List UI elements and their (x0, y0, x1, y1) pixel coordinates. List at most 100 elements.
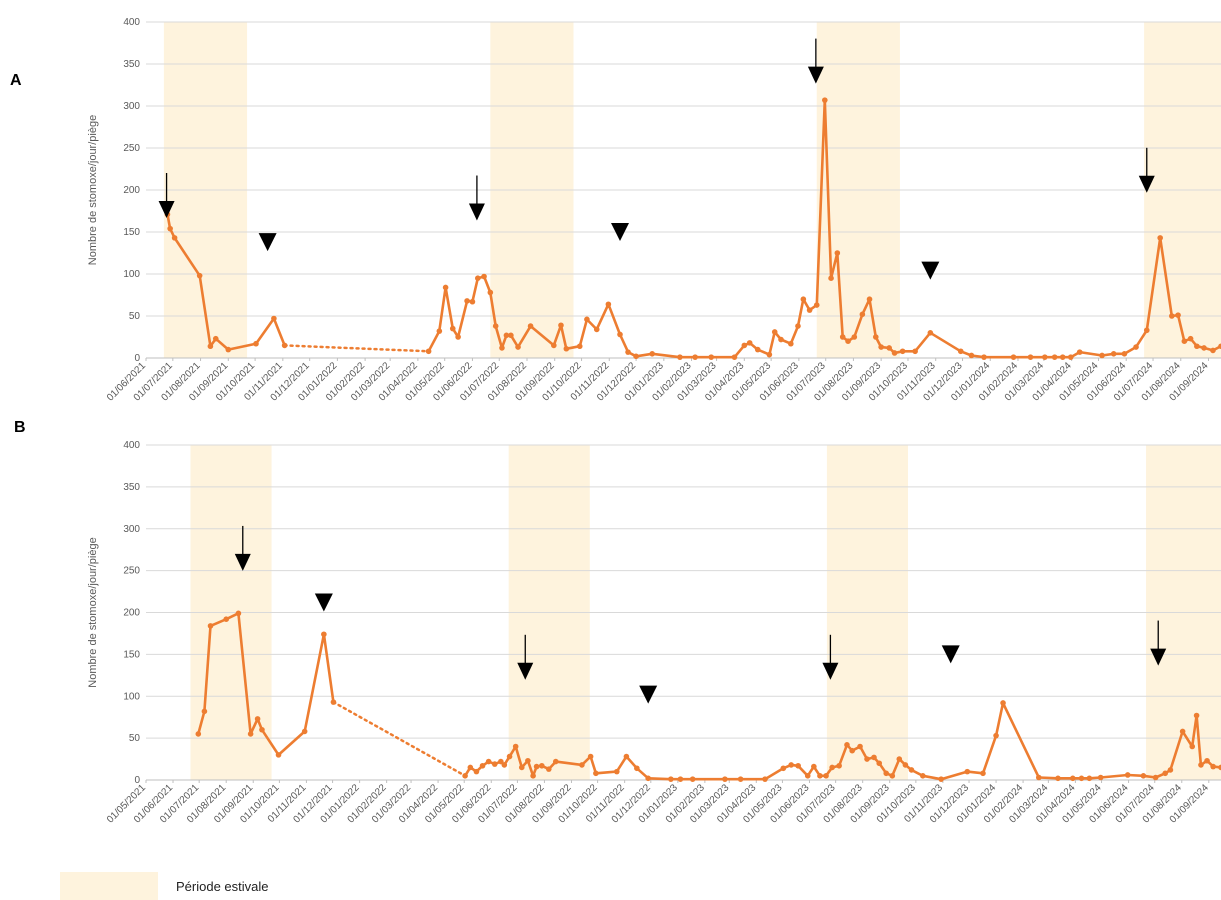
data-point-b-2023-07-29 (857, 743, 863, 750)
series-line-b-2 (332, 700, 467, 778)
data-point-a-2024-03-31 (1067, 354, 1074, 360)
data-point-b-2023-07-14 (844, 742, 850, 748)
data-point-b-2021-09-11 (259, 726, 265, 733)
data-point-a-2022-06-21 (487, 289, 494, 296)
data-point-a-2023-04-01 (741, 342, 748, 349)
data-point-a-2023-08-02 (851, 334, 858, 340)
data-point-a-2024-08-12 (1187, 335, 1194, 342)
data-point-a-2022-08-05 (527, 323, 534, 329)
data-point-b-2024-03-12 (1055, 775, 1061, 782)
y-axis-label-b: Nombre de stomoxe/jour/piège (87, 537, 99, 687)
data-point-b-2023-09-19 (902, 762, 909, 768)
y-tick-label-b-250: 250 (123, 566, 140, 577)
data-point-a-2023-12-11 (968, 352, 975, 359)
data-point-b-2024-01-09 (1000, 700, 1006, 706)
data-point-b-2024-09-15 (1218, 764, 1221, 771)
y-tick-label-a-200: 200 (123, 185, 140, 196)
panel-label-b: B (14, 419, 26, 436)
data-point-a-2021-08-12 (207, 343, 214, 350)
data-point-b-2022-11-28 (645, 775, 651, 782)
data-point-b-2021-10-30 (301, 728, 308, 735)
arrow-head-b-1 (234, 553, 251, 571)
data-point-b-2024-04-08 (1078, 775, 1085, 782)
data-point-b-2024-07-02 (1152, 774, 1159, 781)
data-point-b-2023-08-20 (876, 760, 883, 767)
data-point-a-2022-04-13 (425, 348, 432, 355)
arrow-head-b-3 (822, 662, 839, 680)
data-point-b-2022-07-23 (533, 763, 540, 770)
y-tick-label-b-0: 0 (134, 775, 140, 786)
data-point-a-2023-10-09 (912, 348, 918, 355)
data-point-a-2023-09-25 (899, 348, 906, 355)
data-point-b-2023-05-11 (788, 762, 794, 768)
triangle-marker-b-3 (941, 645, 960, 664)
data-point-a-2023-11-29 (957, 348, 964, 355)
data-point-b-2023-08-28 (883, 770, 890, 777)
data-point-b-2021-08-01 (223, 616, 230, 622)
data-point-b-2023-09-04 (889, 773, 896, 779)
data-point-b-2022-05-29 (485, 758, 492, 765)
data-point-b-2022-11-03 (623, 753, 630, 760)
data-point-b-2022-10-23 (614, 768, 620, 775)
data-point-a-2023-06-13 (806, 307, 813, 313)
data-point-b-2023-08-06 (864, 756, 870, 762)
data-point-b-2022-06-12 (498, 758, 504, 765)
data-point-a-2024-03-02 (1042, 354, 1048, 360)
data-point-b-2023-12-17 (980, 770, 986, 777)
data-point-b-2023-09-26 (908, 767, 915, 773)
data-point-b-2023-07-05 (836, 762, 842, 769)
data-point-b-2022-09-13 (579, 762, 585, 768)
data-point-a-2024-03-22 (1059, 354, 1066, 360)
data-point-b-2023-10-30 (938, 776, 944, 782)
data-point-b-2022-05-22 (479, 762, 486, 769)
data-point-b-2023-06-20 (823, 773, 829, 779)
data-point-a-2021-07-31 (196, 272, 203, 279)
data-point-a-2023-04-07 (746, 340, 753, 346)
data-point-a-2022-12-01 (633, 353, 639, 360)
y-tick-label-a-350: 350 (123, 59, 140, 70)
data-point-b-2023-05-02 (780, 765, 787, 772)
data-point-b-2023-01-18 (689, 776, 696, 782)
y-axis-label-a: Nombre de stomoxe/jour/piège (87, 115, 99, 265)
data-point-b-2024-08-30 (1204, 757, 1210, 764)
data-point-b-2023-11-29 (964, 768, 971, 775)
arrow-head-b-4 (1150, 648, 1167, 666)
data-point-b-2021-07-07 (201, 708, 208, 715)
data-point-a-2023-08-11 (859, 311, 866, 318)
data-point-a-2024-01-27 (1010, 354, 1017, 360)
data-point-a-2023-07-07 (828, 275, 834, 282)
data-point-b-2023-09-12 (896, 756, 903, 762)
data-point-a-2023-04-29 (766, 351, 773, 358)
figure: 0 50 100 150 200 250 300 350 400 Nombre de stomox… (10, 17, 1221, 826)
data-point-a-2023-02-23 (708, 354, 715, 360)
data-point-a-2021-08-18 (212, 335, 219, 342)
data-point-a-2024-09-15 (1218, 343, 1221, 350)
data-point-a-2022-04-25 (436, 328, 443, 334)
data-point-a-2023-06-21 (813, 302, 820, 308)
data-point-a-2023-08-26 (872, 334, 879, 340)
data-point-a-2022-11-13 (617, 331, 623, 338)
data-point-a-2022-07-09 (503, 332, 510, 339)
triangle-marker-a-2 (611, 223, 630, 241)
data-point-a-2024-05-18 (1110, 351, 1117, 357)
data-point-a-2023-03-21 (731, 354, 738, 360)
data-point-b-2022-11-15 (634, 765, 640, 772)
data-point-b-2024-04-30 (1097, 774, 1104, 781)
data-point-b-2024-08-23 (1198, 762, 1204, 768)
panel-label-a: A (10, 72, 22, 89)
data-point-a-2021-06-28 (167, 225, 173, 232)
data-point-a-2022-10-31 (605, 301, 612, 308)
data-point-a-2022-07-04 (499, 345, 505, 351)
data-point-b-2022-07-29 (539, 762, 545, 769)
data-point-b-2022-08-14 (552, 758, 559, 765)
data-point-b-2023-02-24 (722, 776, 728, 782)
arrow-head-b-2 (517, 662, 534, 680)
data-point-b-2022-08-06 (545, 766, 552, 772)
data-point-a-2023-05-31 (795, 323, 801, 329)
data-point-a-2022-06-14 (481, 273, 487, 280)
data-point-a-2024-07-22 (1169, 313, 1175, 319)
data-point-b-2024-08-13 (1189, 743, 1196, 750)
legend-label: Période estivale (176, 878, 269, 894)
data-point-b-2024-07-19 (1167, 767, 1174, 773)
data-point-a-2024-08-05 (1181, 338, 1188, 345)
